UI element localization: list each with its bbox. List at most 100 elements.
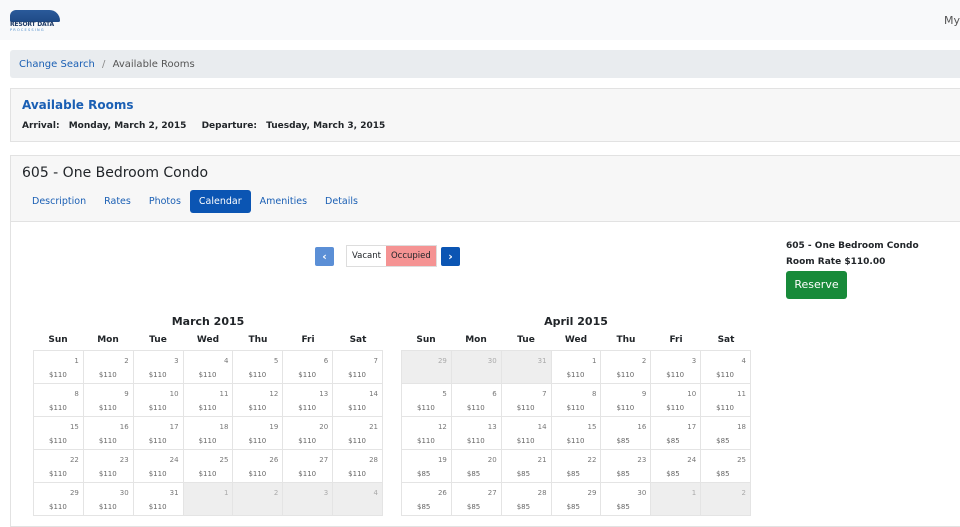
calendar-day[interactable]: 8 $110 <box>34 384 84 417</box>
calendar-day[interactable]: 9 $110 <box>601 384 652 417</box>
calendar-day[interactable]: 6 $110 <box>283 351 334 384</box>
calendar-day[interactable]: 29 <box>402 351 452 384</box>
calendar-day[interactable]: 7 $110 <box>501 384 552 417</box>
calendar-day[interactable]: 27 $110 <box>283 450 334 483</box>
calendar-day[interactable]: 17 $110 <box>133 417 184 450</box>
calendar-day[interactable]: 19 $110 <box>233 417 284 450</box>
calendar-day[interactable]: 24 $85 <box>651 450 702 483</box>
day-number: 4 <box>223 357 229 365</box>
calendar-day[interactable]: 2 <box>701 483 752 516</box>
calendar-day[interactable]: 4 $110 <box>701 351 752 384</box>
calendar-day[interactable]: 31 <box>501 351 552 384</box>
day-number: 2 <box>124 357 129 365</box>
calendar-day[interactable]: 3 $110 <box>133 351 184 384</box>
calendar-day[interactable]: 23 $85 <box>601 450 652 483</box>
resort-data-logo[interactable]: RESORT DATA PROCESSING <box>10 10 60 32</box>
calendar-day[interactable]: 27 $85 <box>451 483 502 516</box>
calendar-day[interactable]: 18 $85 <box>701 417 752 450</box>
calendar-day[interactable]: 1 $110 <box>551 351 602 384</box>
tab-photos[interactable]: Photos <box>148 196 181 207</box>
calendar-day[interactable]: 12 $110 <box>233 384 284 417</box>
room-title: 605 - One Bedroom Condo <box>22 165 209 181</box>
calendar-day[interactable]: 8 $110 <box>551 384 602 417</box>
calendar-day[interactable]: 4 $110 <box>183 351 234 384</box>
calendar-day[interactable]: 6 $110 <box>451 384 502 417</box>
breadcrumb-change-search[interactable]: Change Search <box>19 59 95 70</box>
calendar-day[interactable]: 26 $110 <box>233 450 284 483</box>
calendar-day[interactable]: 16 $110 <box>83 417 134 450</box>
calendar-day[interactable]: 23 $110 <box>83 450 134 483</box>
calendar-day[interactable]: 3 <box>283 483 334 516</box>
calendar-day[interactable]: 13 $110 <box>451 417 502 450</box>
calendar-day[interactable]: 10 $110 <box>651 384 702 417</box>
calendar-day[interactable]: 4 <box>333 483 384 516</box>
day-number: 6 <box>323 357 329 365</box>
calendar-day[interactable]: 13 $110 <box>283 384 334 417</box>
calendar-day[interactable]: 20 $110 <box>283 417 334 450</box>
calendar-april: April 2015 Sun Mon Tue Wed Thu Fri Sat 29 30 31 1 $1… <box>401 315 752 516</box>
calendar-day[interactable]: 5 $110 <box>402 384 452 417</box>
calendar-day[interactable]: 22 $110 <box>34 450 84 483</box>
day-price: $110 <box>148 503 167 511</box>
calendar-day[interactable]: 17 $85 <box>651 417 702 450</box>
section-title: Available Rooms <box>22 98 134 112</box>
calendar-day[interactable]: 3 $110 <box>651 351 702 384</box>
calendar-day[interactable]: 20 $85 <box>451 450 502 483</box>
day-price: $110 <box>248 437 267 445</box>
calendar-day[interactable]: 25 $110 <box>183 450 234 483</box>
tab-details[interactable]: Details <box>325 196 358 207</box>
calendar-day[interactable]: 11 $110 <box>701 384 752 417</box>
calendar-day[interactable]: 28 $110 <box>333 450 384 483</box>
calendar-day[interactable]: 1 <box>651 483 702 516</box>
next-month-button[interactable]: › <box>441 247 460 266</box>
tab-description[interactable]: Description <box>32 196 87 207</box>
calendar-day[interactable]: 14 $110 <box>333 384 384 417</box>
calendar-day[interactable]: 29 $110 <box>34 483 84 516</box>
calendar-day[interactable]: 30 <box>451 351 502 384</box>
calendar-day[interactable]: 25 $85 <box>701 450 752 483</box>
calendar-day[interactable]: 9 $110 <box>83 384 134 417</box>
calendar-day[interactable]: 2 $110 <box>83 351 134 384</box>
day-price: $85 <box>516 503 531 511</box>
user-menu[interactable]: My <box>943 14 960 27</box>
calendar-day[interactable]: 15 $110 <box>34 417 84 450</box>
calendar-day[interactable]: 5 $110 <box>233 351 284 384</box>
tab-amenities[interactable]: Amenities <box>259 196 308 207</box>
day-price: $110 <box>248 470 267 478</box>
day-price: $110 <box>98 437 117 445</box>
calendar-day[interactable]: 7 $110 <box>333 351 384 384</box>
calendar-day[interactable]: 22 $85 <box>551 450 602 483</box>
calendar-day[interactable]: 30 $85 <box>601 483 652 516</box>
calendar-day[interactable]: 30 $110 <box>83 483 134 516</box>
calendar-day[interactable]: 28 $85 <box>501 483 552 516</box>
calendar-day[interactable]: 11 $110 <box>183 384 234 417</box>
prev-month-button[interactable]: ‹ <box>315 247 334 266</box>
day-number: 8 <box>74 390 79 398</box>
calendar-day[interactable]: 18 $110 <box>183 417 234 450</box>
calendar-day[interactable]: 21 $110 <box>333 417 384 450</box>
tab-rates[interactable]: Rates <box>104 196 131 207</box>
calendar-day[interactable]: 26 $85 <box>402 483 452 516</box>
calendar-day[interactable]: 21 $85 <box>501 450 552 483</box>
calendar-day[interactable]: 15 $110 <box>551 417 602 450</box>
day-number: 18 <box>219 423 229 431</box>
calendar-grid: 29 30 31 1 $110 2 $110 3 $110 4 $110 5 $110 6 $110 7 $11… <box>401 350 752 516</box>
calendar-day[interactable]: 14 $110 <box>501 417 552 450</box>
calendar-day[interactable]: 2 <box>233 483 284 516</box>
day-number: 30 <box>487 357 497 365</box>
calendar-day[interactable]: 16 $85 <box>601 417 652 450</box>
calendar-day[interactable]: 2 $110 <box>601 351 652 384</box>
day-number: 24 <box>687 456 697 464</box>
reserve-button[interactable]: Reserve <box>786 271 847 299</box>
calendar-day[interactable]: 29 $85 <box>551 483 602 516</box>
calendar-day[interactable]: 31 $110 <box>133 483 184 516</box>
calendar-day[interactable]: 19 $85 <box>402 450 452 483</box>
calendar-day[interactable]: 24 $110 <box>133 450 184 483</box>
calendar-day[interactable]: 12 $110 <box>402 417 452 450</box>
day-number: 26 <box>437 489 447 497</box>
tab-calendar[interactable]: Calendar <box>189 190 251 213</box>
calendar-day[interactable]: 1 $110 <box>34 351 84 384</box>
calendar-day[interactable]: 1 <box>183 483 234 516</box>
weekday-label: Mon <box>465 335 487 345</box>
calendar-day[interactable]: 10 $110 <box>133 384 184 417</box>
